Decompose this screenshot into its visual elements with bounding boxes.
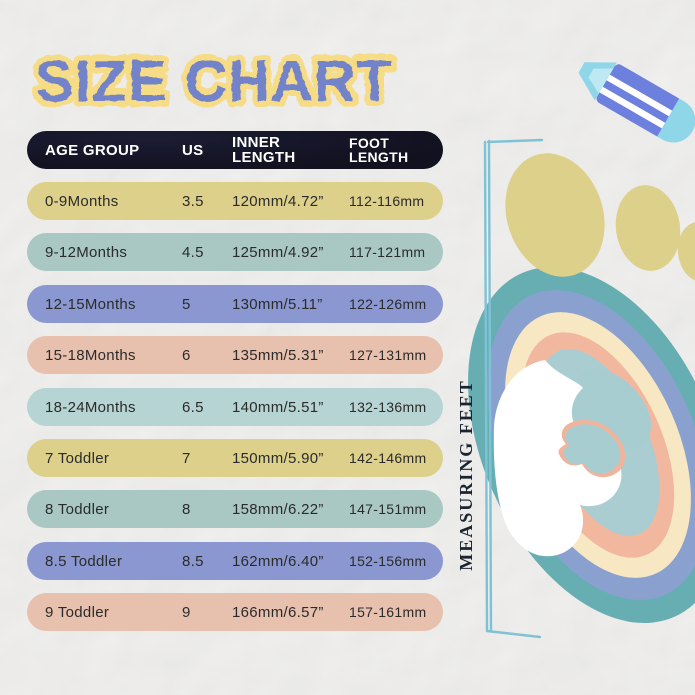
svg-text:MEASURING FEET: MEASURING FEET [456, 379, 476, 571]
